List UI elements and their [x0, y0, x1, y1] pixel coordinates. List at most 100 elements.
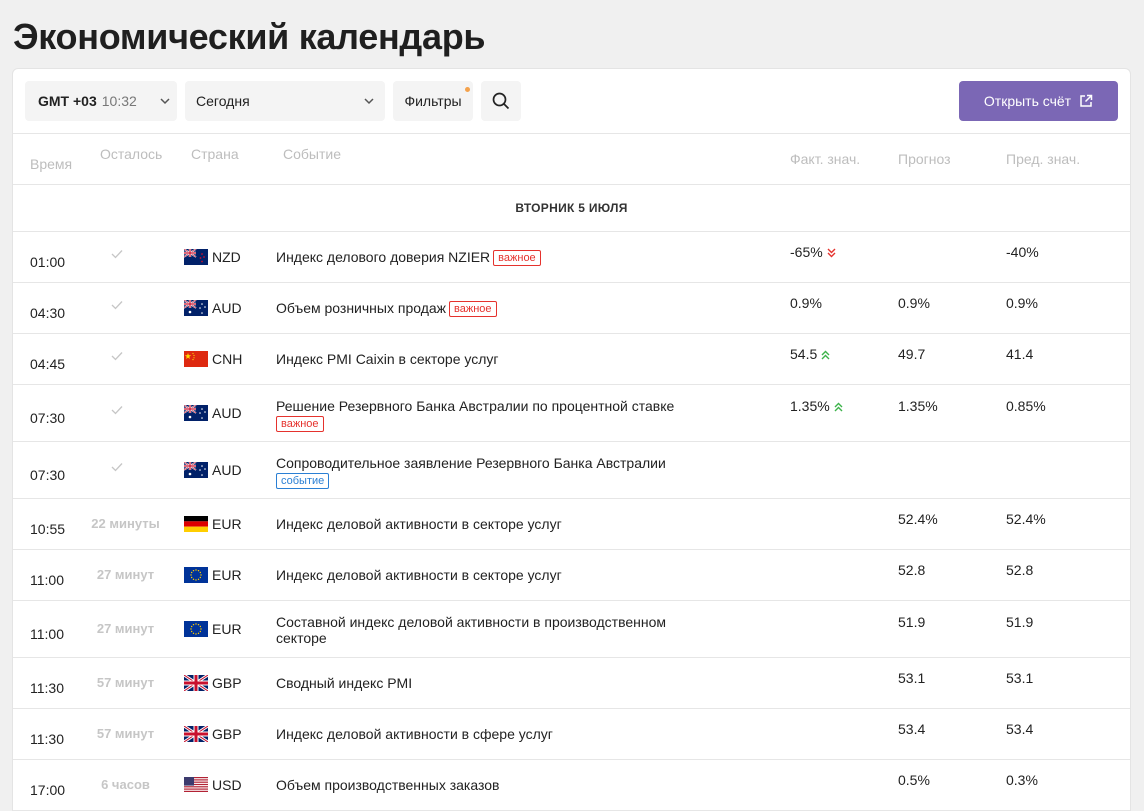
event-cell: Индекс деловой активности в секторе услу… — [276, 567, 706, 583]
check-icon — [111, 250, 123, 259]
flag-gb-icon — [184, 675, 208, 691]
chevron-down-icon — [364, 98, 374, 105]
important-badge: важное — [449, 301, 497, 317]
table-row[interactable]: 07:30 AUD Решение Резервного Банка Австрал… — [13, 385, 1130, 442]
event-title[interactable]: Составной индекс деловой активности в пр… — [276, 614, 667, 646]
event-cell: Индекс деловой активности в сфере услуг — [276, 726, 706, 742]
toolbar: GMT +03 10:32 Сегодня Фильтры Открыть сч… — [13, 69, 1130, 134]
flag-eu-icon — [184, 567, 208, 583]
actual-text: 0.9% — [790, 295, 822, 311]
filters-label: Фильтры — [404, 93, 462, 109]
forecast-value: 53.4 — [898, 721, 926, 737]
column-time[interactable]: Время — [30, 156, 73, 172]
column-previous[interactable]: Пред. знач. — [1006, 151, 1081, 167]
timezone-time: 10:32 — [101, 93, 137, 109]
previous-value: 0.85% — [1006, 398, 1046, 414]
page-title: Экономический календарь — [13, 16, 486, 57]
event-title[interactable]: Объем розничных продаж — [276, 300, 447, 316]
column-forecast[interactable]: Прогноз — [898, 151, 951, 167]
currency-code: EUR — [212, 516, 242, 532]
filters-button[interactable]: Фильтры — [393, 81, 473, 121]
table-row[interactable]: 11:30 57 минут GBP Сводный индекс PMI 53.1 53… — [13, 658, 1130, 709]
table-row[interactable]: 11:30 57 минут GBP Индекс деловой активност… — [13, 709, 1130, 760]
check-icon — [111, 301, 123, 310]
actual-text: -65% — [790, 244, 823, 260]
actual-value: 0.9% — [790, 295, 822, 311]
time-left: 57 минут — [96, 726, 155, 741]
timezone-select[interactable]: GMT +03 10:32 — [25, 81, 177, 121]
previous-value: 52.8 — [1006, 562, 1034, 578]
event-title[interactable]: Индекс деловой активности в сфере услуг — [276, 726, 553, 742]
previous-value: 53.1 — [1006, 670, 1034, 686]
check-icon — [111, 406, 123, 415]
event-title[interactable]: Сопроводительное заявление Резервного Ба… — [276, 455, 666, 471]
event-title[interactable]: Индекс делового доверия NZIER — [276, 249, 491, 265]
event-badge: событие — [276, 473, 330, 489]
table-row[interactable]: 11:00 27 минут EUR Индекс деловой активност… — [13, 550, 1130, 601]
previous-value: 0.3% — [1006, 772, 1038, 788]
event-title[interactable]: Индекс деловой активности в секторе услу… — [276, 567, 562, 583]
important-badge: важное — [276, 416, 324, 432]
column-left[interactable]: Осталось — [100, 146, 163, 162]
search-button[interactable] — [481, 81, 521, 121]
currency-code: AUD — [212, 300, 242, 316]
actual-text: 54.5 — [790, 346, 818, 362]
forecast-value: 0.5% — [898, 772, 930, 788]
time-left: 22 минуты — [91, 516, 160, 531]
event-time: 04:45 — [30, 356, 66, 372]
event-time: 11:00 — [30, 572, 64, 588]
event-cell: Индекс делового доверия NZIER важное — [276, 249, 706, 266]
event-time: 07:30 — [30, 410, 66, 426]
event-title[interactable]: Объем производственных заказов — [276, 777, 500, 793]
date-value: Сегодня — [196, 93, 250, 109]
table-header: Время Осталось Страна Событие Факт. знач… — [13, 134, 1130, 185]
event-cell: Объем розничных продаж важное — [276, 300, 706, 317]
currency-code: CNH — [212, 351, 243, 367]
table-row[interactable]: 17:00 6 часов USD Объем производственных за… — [13, 760, 1130, 811]
event-cell: Решение Резервного Банка Австралии по пр… — [276, 398, 706, 432]
chevron-down-icon — [160, 98, 170, 105]
previous-value: 0.9% — [1006, 295, 1038, 311]
flag-nz-icon — [184, 249, 208, 265]
timezone-label: GMT +03 — [38, 93, 97, 109]
previous-value: 53.4 — [1006, 721, 1034, 737]
table-row[interactable]: 07:30 AUD Сопроводительное заявление Резер… — [13, 442, 1130, 499]
column-country[interactable]: Страна — [191, 146, 239, 162]
event-time: 11:30 — [30, 731, 64, 747]
previous-value: 52.4% — [1006, 511, 1046, 527]
open-account-button[interactable]: Открыть счёт — [959, 81, 1118, 121]
table-row[interactable]: 10:55 22 минуты EUR Индекс деловой активнос… — [13, 499, 1130, 550]
column-event[interactable]: Событие — [283, 146, 341, 162]
time-left: 27 минут — [96, 567, 155, 582]
forecast-value: 0.9% — [898, 295, 930, 311]
time-left: 6 часов — [101, 777, 150, 792]
flag-au-icon — [184, 462, 208, 478]
event-cell: Сводный индекс PMI — [276, 675, 706, 691]
currency-code: EUR — [212, 567, 242, 583]
column-actual[interactable]: Факт. знач. — [790, 151, 861, 167]
event-title[interactable]: Сводный индекс PMI — [276, 675, 413, 691]
trend-up-icon — [834, 402, 843, 412]
trend-down-icon — [827, 248, 836, 258]
event-time: 10:55 — [30, 521, 66, 537]
event-cell: Индекс PMI Caixin в секторе услуг — [276, 351, 706, 367]
table-row[interactable]: 11:00 27 минут EUR Составной индекс деловой… — [13, 601, 1130, 658]
table-row[interactable]: 01:00 NZD Индекс делового доверия NZIER важ… — [13, 232, 1130, 283]
flag-au-icon — [184, 405, 208, 421]
event-cell: Составной индекс деловой активности в пр… — [276, 614, 706, 646]
time-left: 57 минут — [96, 675, 155, 690]
external-link-icon — [1080, 94, 1093, 107]
open-account-label: Открыть счёт — [983, 93, 1072, 109]
event-time: 11:00 — [30, 626, 64, 642]
event-title[interactable]: Индекс деловой активности в секторе услу… — [276, 516, 562, 532]
flag-eu-icon — [184, 621, 208, 637]
table-row[interactable]: 04:30 AUD Объем розничных продаж важное 0.9%… — [13, 283, 1130, 334]
event-title[interactable]: Индекс PMI Caixin в секторе услуг — [276, 351, 499, 367]
flag-au-icon — [184, 300, 208, 316]
previous-value: 51.9 — [1006, 614, 1034, 630]
trend-up-icon — [821, 350, 830, 360]
table-row[interactable]: 04:45 CNH Индекс PMI Caixin в секторе услу… — [13, 334, 1130, 385]
date-select[interactable]: Сегодня — [185, 81, 385, 121]
event-title[interactable]: Решение Резервного Банка Австралии по пр… — [276, 398, 675, 414]
search-icon — [492, 92, 510, 110]
